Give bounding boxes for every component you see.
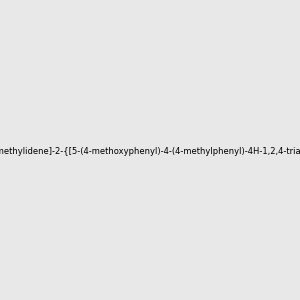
Text: N'-[(E)-[1,1'-biphenyl]-4-ylmethylidene]-2-{[5-(4-methoxyphenyl)-4-(4-methylphen: N'-[(E)-[1,1'-biphenyl]-4-ylmethylidene]… (0, 147, 300, 156)
